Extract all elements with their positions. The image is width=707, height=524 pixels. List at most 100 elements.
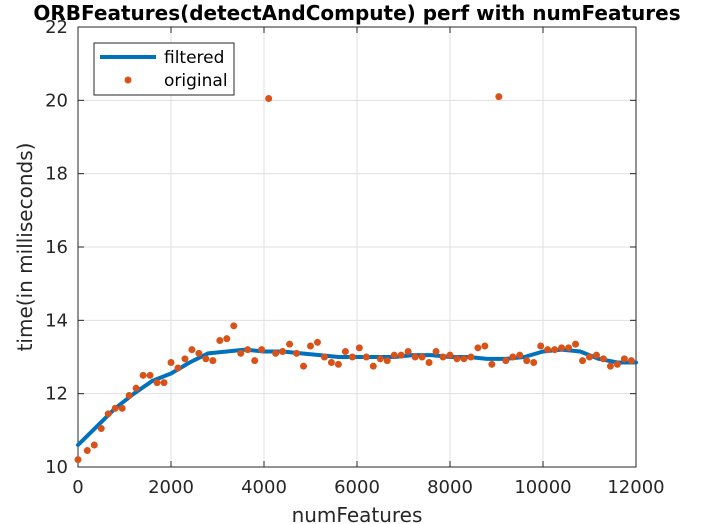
original-data-point: [592, 351, 600, 359]
original-data-point: [404, 348, 412, 355]
original-data-point: [390, 351, 398, 359]
original-data-point: [376, 355, 384, 363]
original-data-point: [188, 346, 196, 354]
x-tick-label: 10000: [514, 477, 571, 498]
original-data-point: [537, 342, 545, 350]
y-tick-label: 22: [45, 17, 68, 38]
original-data-point: [586, 353, 593, 361]
original-data-point: [467, 353, 475, 361]
original-data-point: [579, 357, 587, 365]
original-data-point: [558, 344, 566, 352]
x-tick-label: 4000: [241, 477, 287, 498]
original-data-point: [258, 346, 266, 354]
original-data-point: [432, 348, 440, 355]
original-data-point: [516, 351, 524, 359]
original-data-point: [495, 93, 503, 101]
original-data-point: [488, 360, 496, 368]
original-data-point: [320, 353, 328, 361]
original-data-point: [439, 353, 447, 361]
original-data-point: [565, 344, 573, 352]
y-tick-label: 12: [45, 384, 68, 405]
x-tick-label: 8000: [427, 477, 473, 498]
original-data-point: [606, 362, 614, 370]
original-data-point: [300, 362, 308, 370]
original-data-point: [369, 362, 377, 370]
original-data-point: [153, 379, 161, 387]
original-data-point: [265, 95, 273, 102]
original-data-point: [362, 353, 370, 361]
original-data-point: [627, 357, 635, 365]
original-data-point: [620, 355, 628, 363]
original-data-point: [599, 355, 607, 363]
x-tick-label: 2000: [148, 477, 194, 498]
y-axis-label: time(in milliseconds): [13, 143, 37, 352]
y-tick-labels: 10 12 14 16 18 20 22: [45, 17, 68, 478]
original-data-point: [613, 360, 621, 368]
original-data-point: [209, 357, 217, 365]
original-data-point: [104, 410, 112, 418]
original-data-point: [411, 353, 419, 361]
original-data-point: [139, 371, 147, 379]
y-tick-label: 20: [45, 90, 68, 111]
original-data-point: [90, 441, 98, 449]
original-data-point: [348, 353, 356, 361]
original-data-point: [418, 353, 426, 361]
original-data-point: [397, 351, 405, 359]
original-data-point: [223, 335, 231, 343]
original-data-point: [572, 340, 580, 348]
legend-original-swatch: [124, 76, 132, 84]
original-data-point: [446, 351, 454, 359]
legend-original-label: original: [164, 71, 228, 91]
original-data-point: [530, 359, 538, 366]
original-data-point: [195, 349, 203, 357]
legend: filtered original: [93, 42, 235, 96]
original-data-point: [355, 344, 363, 352]
series-layer: [74, 93, 638, 464]
original-data-point: [111, 404, 119, 412]
original-data-point: [251, 357, 259, 365]
y-tick-label: 10: [45, 457, 68, 478]
original-data-point: [551, 346, 559, 354]
original-data-point: [174, 364, 182, 372]
original-data-point: [327, 359, 335, 366]
original-data-point: [474, 344, 482, 352]
original-data-point: [341, 348, 349, 355]
y-tick-label: 18: [45, 164, 68, 185]
original-data-point: [125, 392, 133, 399]
original-data-point: [286, 340, 294, 348]
original-data-point: [132, 384, 140, 392]
original-data-point: [97, 425, 105, 432]
original-data-point: [216, 337, 224, 344]
original-data-point: [237, 349, 245, 357]
legend-filtered-label: filtered: [164, 48, 224, 68]
original-data-point: [334, 360, 342, 368]
original-data-point: [502, 357, 510, 365]
x-tick-label: 6000: [334, 477, 380, 498]
original-data-point: [160, 379, 168, 387]
x-tick-label: 12000: [607, 477, 664, 498]
y-tick-label: 14: [45, 310, 68, 331]
x-tick-labels: 0 2000 4000 6000 8000 10000 12000: [72, 477, 664, 498]
x-tick-label: 0: [72, 477, 83, 498]
original-data-point: [230, 322, 238, 330]
original-data-point: [509, 353, 517, 361]
original-data-point: [307, 342, 314, 350]
original-data-point: [244, 346, 252, 354]
original-data-point: [118, 404, 126, 412]
original-data-point: [460, 355, 468, 363]
original-data-point: [181, 355, 189, 363]
original-data-point: [425, 359, 433, 366]
original-data-point: [523, 357, 531, 365]
original-data-point: [202, 355, 210, 363]
chart-title: ORBFeatures(detectAndCompute) perf with …: [33, 1, 680, 25]
original-data-point: [74, 456, 82, 464]
original-data-point: [146, 371, 154, 379]
original-data-point: [83, 447, 91, 454]
original-data-point: [272, 349, 280, 357]
original-data-point: [481, 342, 489, 350]
legend-box: [93, 42, 235, 96]
original-data-point: [383, 357, 391, 365]
original-data-point: [453, 355, 461, 363]
x-axis-label: numFeatures: [292, 503, 423, 524]
